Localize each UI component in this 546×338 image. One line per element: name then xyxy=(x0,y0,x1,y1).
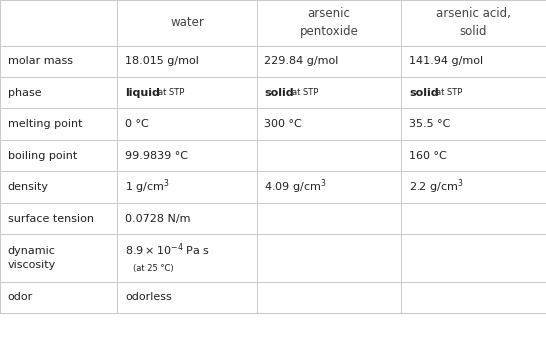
Text: arsenic
pentoxide: arsenic pentoxide xyxy=(300,7,358,38)
Text: boiling point: boiling point xyxy=(8,151,77,161)
Text: 0 °C: 0 °C xyxy=(125,119,149,129)
Text: water: water xyxy=(170,16,204,29)
Text: 18.015 g/mol: 18.015 g/mol xyxy=(125,56,199,66)
Text: 2.2 g/cm$^3$: 2.2 g/cm$^3$ xyxy=(409,178,464,196)
Text: odorless: odorless xyxy=(125,292,172,302)
Text: 0.0728 N/m: 0.0728 N/m xyxy=(125,214,191,223)
Text: (at 25 °C): (at 25 °C) xyxy=(133,264,174,273)
Text: at STP: at STP xyxy=(158,88,184,97)
Text: density: density xyxy=(8,182,49,192)
Text: surface tension: surface tension xyxy=(8,214,94,223)
Text: at STP: at STP xyxy=(436,88,462,97)
Text: 4.09 g/cm$^3$: 4.09 g/cm$^3$ xyxy=(264,178,327,196)
Text: 160 °C: 160 °C xyxy=(409,151,447,161)
Text: 300 °C: 300 °C xyxy=(264,119,302,129)
Text: 229.84 g/mol: 229.84 g/mol xyxy=(264,56,339,66)
Text: solid: solid xyxy=(264,88,294,98)
Text: 1 g/cm$^3$: 1 g/cm$^3$ xyxy=(125,178,170,196)
Text: melting point: melting point xyxy=(8,119,82,129)
Text: molar mass: molar mass xyxy=(8,56,73,66)
Text: 35.5 °C: 35.5 °C xyxy=(409,119,450,129)
Text: 99.9839 °C: 99.9839 °C xyxy=(125,151,188,161)
Text: at STP: at STP xyxy=(292,88,318,97)
Text: 141.94 g/mol: 141.94 g/mol xyxy=(409,56,483,66)
Text: liquid: liquid xyxy=(125,88,160,98)
Text: solid: solid xyxy=(409,88,438,98)
Text: arsenic acid,
solid: arsenic acid, solid xyxy=(436,7,511,38)
Text: $8.9\times10^{-4}$ Pa s: $8.9\times10^{-4}$ Pa s xyxy=(125,241,210,258)
Text: phase: phase xyxy=(8,88,41,98)
Text: dynamic
viscosity: dynamic viscosity xyxy=(8,246,56,270)
Text: odor: odor xyxy=(8,292,33,302)
